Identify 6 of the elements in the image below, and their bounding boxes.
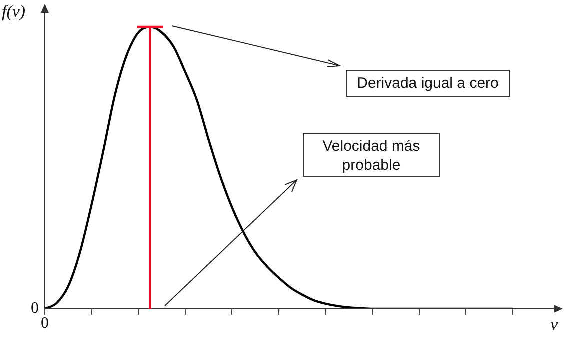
x-axis-title: v xyxy=(550,314,558,334)
annotation: Velocidad más probable xyxy=(303,133,440,177)
annotation: Derivada igual a cero xyxy=(346,70,510,97)
text: 0 xyxy=(31,300,39,318)
y-axis-title: f(v) xyxy=(2,2,26,21)
text: 0 xyxy=(41,315,49,332)
